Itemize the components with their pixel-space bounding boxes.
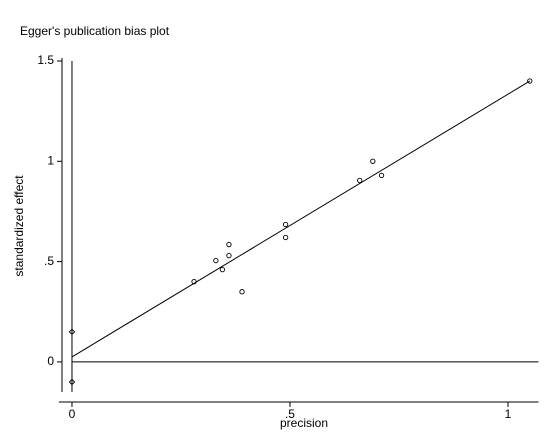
fit-line	[71, 80, 531, 358]
point	[226, 252, 232, 259]
y-tick-label: 1	[47, 153, 54, 167]
point	[226, 241, 232, 248]
point	[282, 234, 289, 241]
point	[282, 221, 289, 228]
point	[213, 257, 219, 264]
point	[357, 177, 363, 184]
x-tick-label: .5	[285, 407, 295, 421]
x-tick-label: 0	[69, 407, 76, 421]
y-tick-label: .5	[44, 254, 54, 268]
diamond-marker	[68, 328, 76, 336]
point	[370, 158, 376, 164]
chart-title: Egger's publication bias plot	[20, 24, 170, 38]
y-axis-label: standardized effect	[12, 175, 26, 277]
point	[378, 172, 385, 178]
point	[191, 279, 197, 285]
x-tick-label: 1	[505, 407, 512, 421]
x-axis-label: precision	[280, 416, 328, 430]
point	[239, 289, 245, 295]
point	[219, 266, 226, 273]
y-tick-label: 0	[47, 354, 54, 368]
point	[527, 78, 533, 84]
y-tick-label: 1.5	[37, 53, 54, 67]
diamond-marker	[68, 378, 76, 386]
